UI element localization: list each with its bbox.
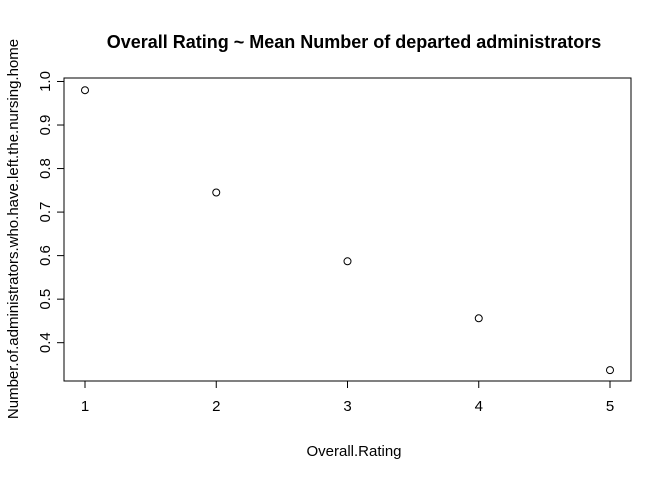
y-tick-label: 0.6	[37, 245, 54, 266]
x-axis: 1 2 3 4 5	[81, 381, 614, 415]
data-point	[343, 257, 352, 266]
data-point	[606, 366, 614, 375]
y-axis: 0.4 0.5 0.6 0.7 0.8 0.9 1.0	[37, 71, 64, 353]
x-tick-label: 5	[606, 398, 614, 415]
y-tick-label: 0.9	[37, 115, 54, 136]
x-tick-label: 3	[343, 398, 351, 415]
data-point	[474, 314, 483, 323]
y-tick-label: 1.0	[37, 71, 54, 92]
y-tick-label: 0.5	[37, 289, 54, 310]
data-point	[81, 86, 89, 95]
x-tick-label: 2	[212, 398, 220, 415]
y-axis-label: Number.of.administrators.who.have.left.t…	[5, 39, 22, 419]
data-points	[81, 86, 614, 375]
x-tick-label: 1	[81, 398, 89, 415]
y-tick-label: 0.7	[37, 202, 54, 223]
data-point	[212, 188, 221, 197]
plot-frame	[63, 77, 632, 382]
x-tick-label: 4	[475, 398, 483, 415]
x-axis-label: Overall.Rating	[306, 443, 401, 460]
chart-title: Overall Rating ~ Mean Number of departed…	[107, 32, 602, 52]
y-tick-label: 0.8	[37, 158, 54, 179]
y-tick-label: 0.4	[37, 332, 54, 353]
